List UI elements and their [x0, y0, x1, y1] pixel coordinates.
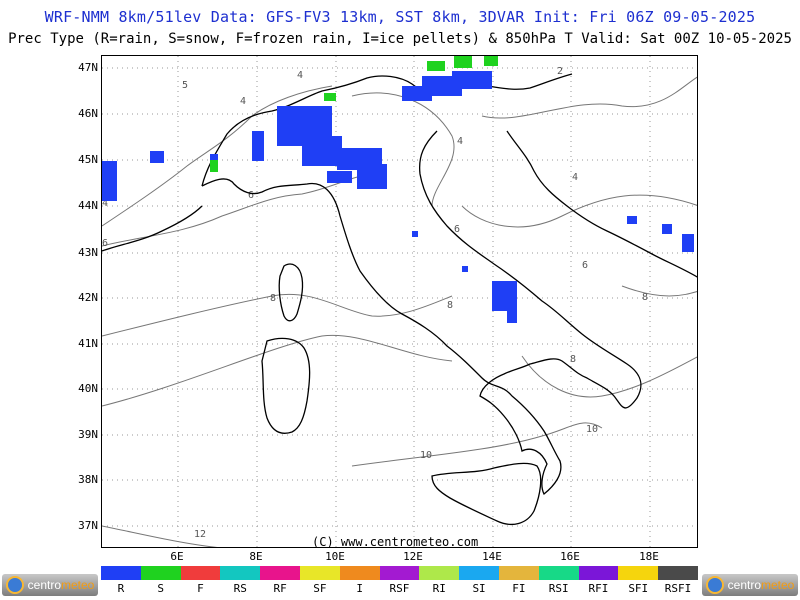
- lon-label-14e: 14E: [482, 550, 502, 563]
- legend-swatch-i: [339, 566, 380, 580]
- logo-suffix: meteo: [61, 578, 95, 592]
- lat-label-38n: 38N: [78, 473, 98, 486]
- snow-areas: [210, 56, 498, 172]
- legend-swatch-rsf: [379, 566, 420, 580]
- temperature-contours: [102, 76, 697, 547]
- legend-swatch-rfi: [578, 566, 619, 580]
- map-canvas: 2 4 4 4 4 4 5 6 6 6 6 8 8 8 8 10 10 12: [102, 56, 697, 547]
- lat-label-39n: 39N: [78, 428, 98, 441]
- legend-swatch-si: [459, 566, 499, 580]
- legend-label-f: F: [197, 582, 204, 595]
- contour-label: 12: [194, 529, 206, 540]
- lat-label-44n: 44N: [78, 199, 98, 212]
- legend-swatch-ri: [419, 566, 460, 580]
- rain-areas: [102, 71, 694, 323]
- legend-swatch-r: [101, 566, 141, 580]
- contour-label: 6: [582, 260, 588, 271]
- contour-label: 4: [240, 96, 246, 107]
- contour-label: 6: [102, 238, 108, 249]
- contour-label: 6: [248, 190, 254, 201]
- legend-label-r: R: [117, 582, 125, 595]
- lon-label-6e: 6E: [170, 550, 184, 563]
- legend-label-rf: RF: [273, 582, 287, 595]
- lat-label-42n: 42N: [78, 291, 98, 304]
- lat-label-47n: 47N: [78, 61, 98, 74]
- logo-suffix: meteo: [761, 578, 795, 592]
- lat-label-37n: 37N: [78, 519, 98, 532]
- legend-swatch-f: [180, 566, 221, 580]
- copyright-notice: (C) www.centrometeo.com: [312, 535, 479, 549]
- legend-swatch-s: [140, 566, 181, 580]
- contour-label: 6: [454, 224, 460, 235]
- model-title: WRF-NMM 8km/51lev Data: GFS-FV3 13km, SS…: [44, 8, 756, 26]
- logo-globe-icon: [5, 576, 24, 594]
- legend-label-fi: FI: [512, 582, 526, 595]
- legend-swatch-rsi: [538, 566, 579, 580]
- legend-label-rsf: RSF: [389, 582, 410, 595]
- coastlines: [102, 73, 697, 525]
- contour-label: 4: [102, 198, 108, 209]
- logo-globe-icon: [705, 576, 724, 594]
- contour-label-group: 2 4 4 4 4 4 5 6 6 6 6 8 8 8 8 10 10 12: [102, 66, 648, 540]
- graticule: [102, 56, 697, 547]
- lon-label-16e: 16E: [560, 550, 580, 563]
- centrometeo-logo-right: centro meteo: [702, 574, 798, 596]
- legend-label-i: I: [356, 582, 363, 595]
- lon-label-10e: 10E: [325, 550, 345, 563]
- centrometeo-logo-left: centro meteo: [2, 574, 98, 596]
- legend-label-rfi: RFI: [588, 582, 609, 595]
- lon-label-18e: 18E: [639, 550, 659, 563]
- legend-label-s: S: [157, 582, 164, 595]
- legend-label-sfi: SFI: [628, 582, 649, 595]
- contour-label: 8: [570, 354, 576, 365]
- logo-text: centro: [27, 578, 61, 592]
- legend-swatch-rsfi: [658, 566, 698, 580]
- legend-label-rsfi: RSFI: [664, 582, 692, 595]
- field-title: Prec Type (R=rain, S=snow, F=frozen rain…: [8, 31, 792, 47]
- legend-swatch-sfi: [618, 566, 659, 580]
- legend-swatch-rs: [220, 566, 261, 580]
- legend-swatch-sf: [299, 566, 340, 580]
- precip-type-legend: [101, 566, 698, 580]
- legend-label-rsi: RSI: [548, 582, 569, 595]
- contour-label: 8: [447, 300, 453, 311]
- contour-label: 8: [270, 293, 276, 304]
- lon-label-8e: 8E: [249, 550, 263, 563]
- contour-label: 8: [642, 292, 648, 303]
- lat-label-45n: 45N: [78, 153, 98, 166]
- contour-label: 4: [572, 172, 578, 183]
- legend-swatch-fi: [498, 566, 539, 580]
- legend-label-ri: RI: [432, 582, 446, 595]
- legend-swatch-rf: [260, 566, 300, 580]
- lat-label-46n: 46N: [78, 107, 98, 120]
- contour-label: 4: [297, 70, 303, 81]
- map-panel: 2 4 4 4 4 4 5 6 6 6 6 8 8 8 8 10 10 12: [101, 55, 698, 548]
- contour-label: 4: [457, 136, 463, 147]
- lat-label-43n: 43N: [78, 246, 98, 259]
- lat-label-40n: 40N: [78, 382, 98, 395]
- contour-label: 2: [557, 66, 563, 77]
- contour-label: 10: [420, 450, 432, 461]
- legend-label-si: SI: [472, 582, 486, 595]
- precip-type-legend-labels: R S F RS RF SF I RSF RI SI FI RSI RFI SFI RSFI: [101, 582, 698, 595]
- lon-label-12e: 12E: [403, 550, 423, 563]
- lat-label-41n: 41N: [78, 337, 98, 350]
- legend-label-rs: RS: [233, 582, 247, 595]
- logo-text: centro: [727, 578, 761, 592]
- contour-label: 5: [182, 80, 188, 91]
- legend-label-sf: SF: [313, 582, 327, 595]
- contour-label: 10: [586, 424, 598, 435]
